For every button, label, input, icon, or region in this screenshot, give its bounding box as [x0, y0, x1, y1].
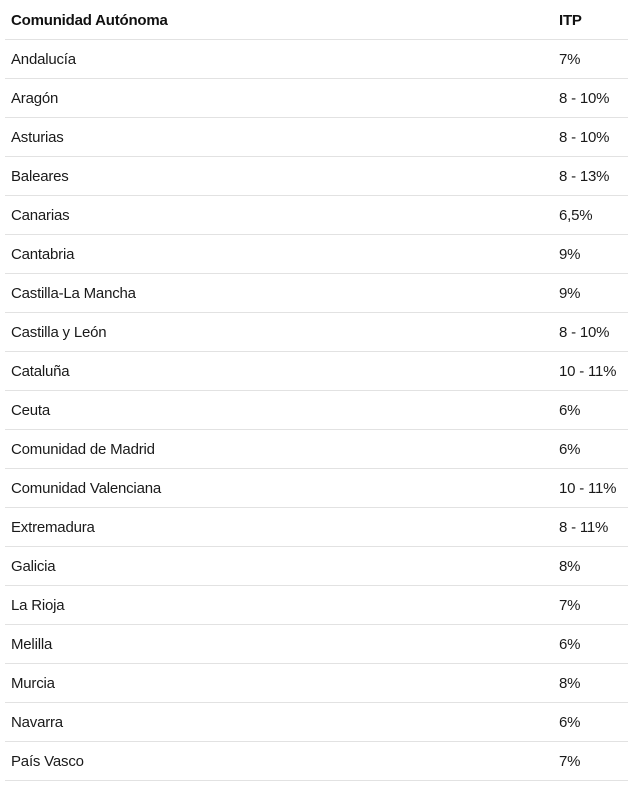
- region-cell: Extremadura: [5, 507, 559, 547]
- itp-cell: 8%: [559, 546, 628, 586]
- itp-cell: 10 - 11%: [559, 468, 628, 508]
- table-row: Aragón 8 - 10%: [5, 78, 628, 118]
- itp-cell: 8 - 10%: [559, 312, 628, 352]
- table-row: Castilla y León 8 - 10%: [5, 312, 628, 352]
- itp-cell: 8 - 10%: [559, 78, 628, 118]
- table-row: Murcia 8%: [5, 663, 628, 703]
- region-cell: Navarra: [5, 702, 559, 742]
- region-cell: Baleares: [5, 156, 559, 196]
- table-row: Castilla-La Mancha 9%: [5, 273, 628, 313]
- table-header-row: Comunidad Autónoma ITP: [5, 1, 628, 40]
- itp-cell: 6%: [559, 429, 628, 469]
- table-row: Baleares 8 - 13%: [5, 156, 628, 196]
- table-row: La Rioja 7%: [5, 585, 628, 625]
- table-row: Andalucía 7%: [5, 39, 628, 79]
- itp-cell: 7%: [559, 585, 628, 625]
- itp-cell: 8 - 10%: [559, 117, 628, 157]
- region-cell: Castilla y León: [5, 312, 559, 352]
- itp-cell: 6%: [559, 624, 628, 664]
- table-row: Canarias 6,5%: [5, 195, 628, 235]
- itp-cell: 8 - 13%: [559, 156, 628, 196]
- itp-cell: 7%: [559, 741, 628, 781]
- region-cell: Cataluña: [5, 351, 559, 391]
- column-header-itp: ITP: [559, 1, 628, 40]
- table-row: Ceuta 6%: [5, 390, 628, 430]
- region-cell: Ceuta: [5, 390, 559, 430]
- itp-cell: 9%: [559, 234, 628, 274]
- region-cell: Comunidad Valenciana: [5, 468, 559, 508]
- region-cell: Melilla: [5, 624, 559, 664]
- itp-cell: 6,5%: [559, 195, 628, 235]
- table-row: Extremadura 8 - 11%: [5, 507, 628, 547]
- table-row: Navarra 6%: [5, 702, 628, 742]
- itp-cell: 7%: [559, 39, 628, 79]
- region-cell: Canarias: [5, 195, 559, 235]
- region-cell: Andalucía: [5, 39, 559, 79]
- table-row: País Vasco 7%: [5, 741, 628, 781]
- region-cell: Comunidad de Madrid: [5, 429, 559, 469]
- region-cell: Castilla-La Mancha: [5, 273, 559, 313]
- region-cell: Aragón: [5, 78, 559, 118]
- table-row: Cantabria 9%: [5, 234, 628, 274]
- itp-cell: 8%: [559, 663, 628, 703]
- itp-cell: 9%: [559, 273, 628, 313]
- table-row: Comunidad Valenciana 10 - 11%: [5, 468, 628, 508]
- region-cell: Galicia: [5, 546, 559, 586]
- itp-cell: 6%: [559, 390, 628, 430]
- table-row: Cataluña 10 - 11%: [5, 351, 628, 391]
- itp-cell: 10 - 11%: [559, 351, 628, 391]
- table-row: Melilla 6%: [5, 624, 628, 664]
- region-cell: Cantabria: [5, 234, 559, 274]
- table-row: Galicia 8%: [5, 546, 628, 586]
- table-row: Comunidad de Madrid 6%: [5, 429, 628, 469]
- itp-table: Comunidad Autónoma ITP Andalucía 7% Aragón…: [5, 1, 628, 781]
- region-cell: Murcia: [5, 663, 559, 703]
- column-header-region: Comunidad Autónoma: [5, 1, 559, 40]
- itp-cell: 8 - 11%: [559, 507, 628, 547]
- table-row: Asturias 8 - 10%: [5, 117, 628, 157]
- region-cell: Asturias: [5, 117, 559, 157]
- itp-cell: 6%: [559, 702, 628, 742]
- region-cell: La Rioja: [5, 585, 559, 625]
- region-cell: País Vasco: [5, 741, 559, 781]
